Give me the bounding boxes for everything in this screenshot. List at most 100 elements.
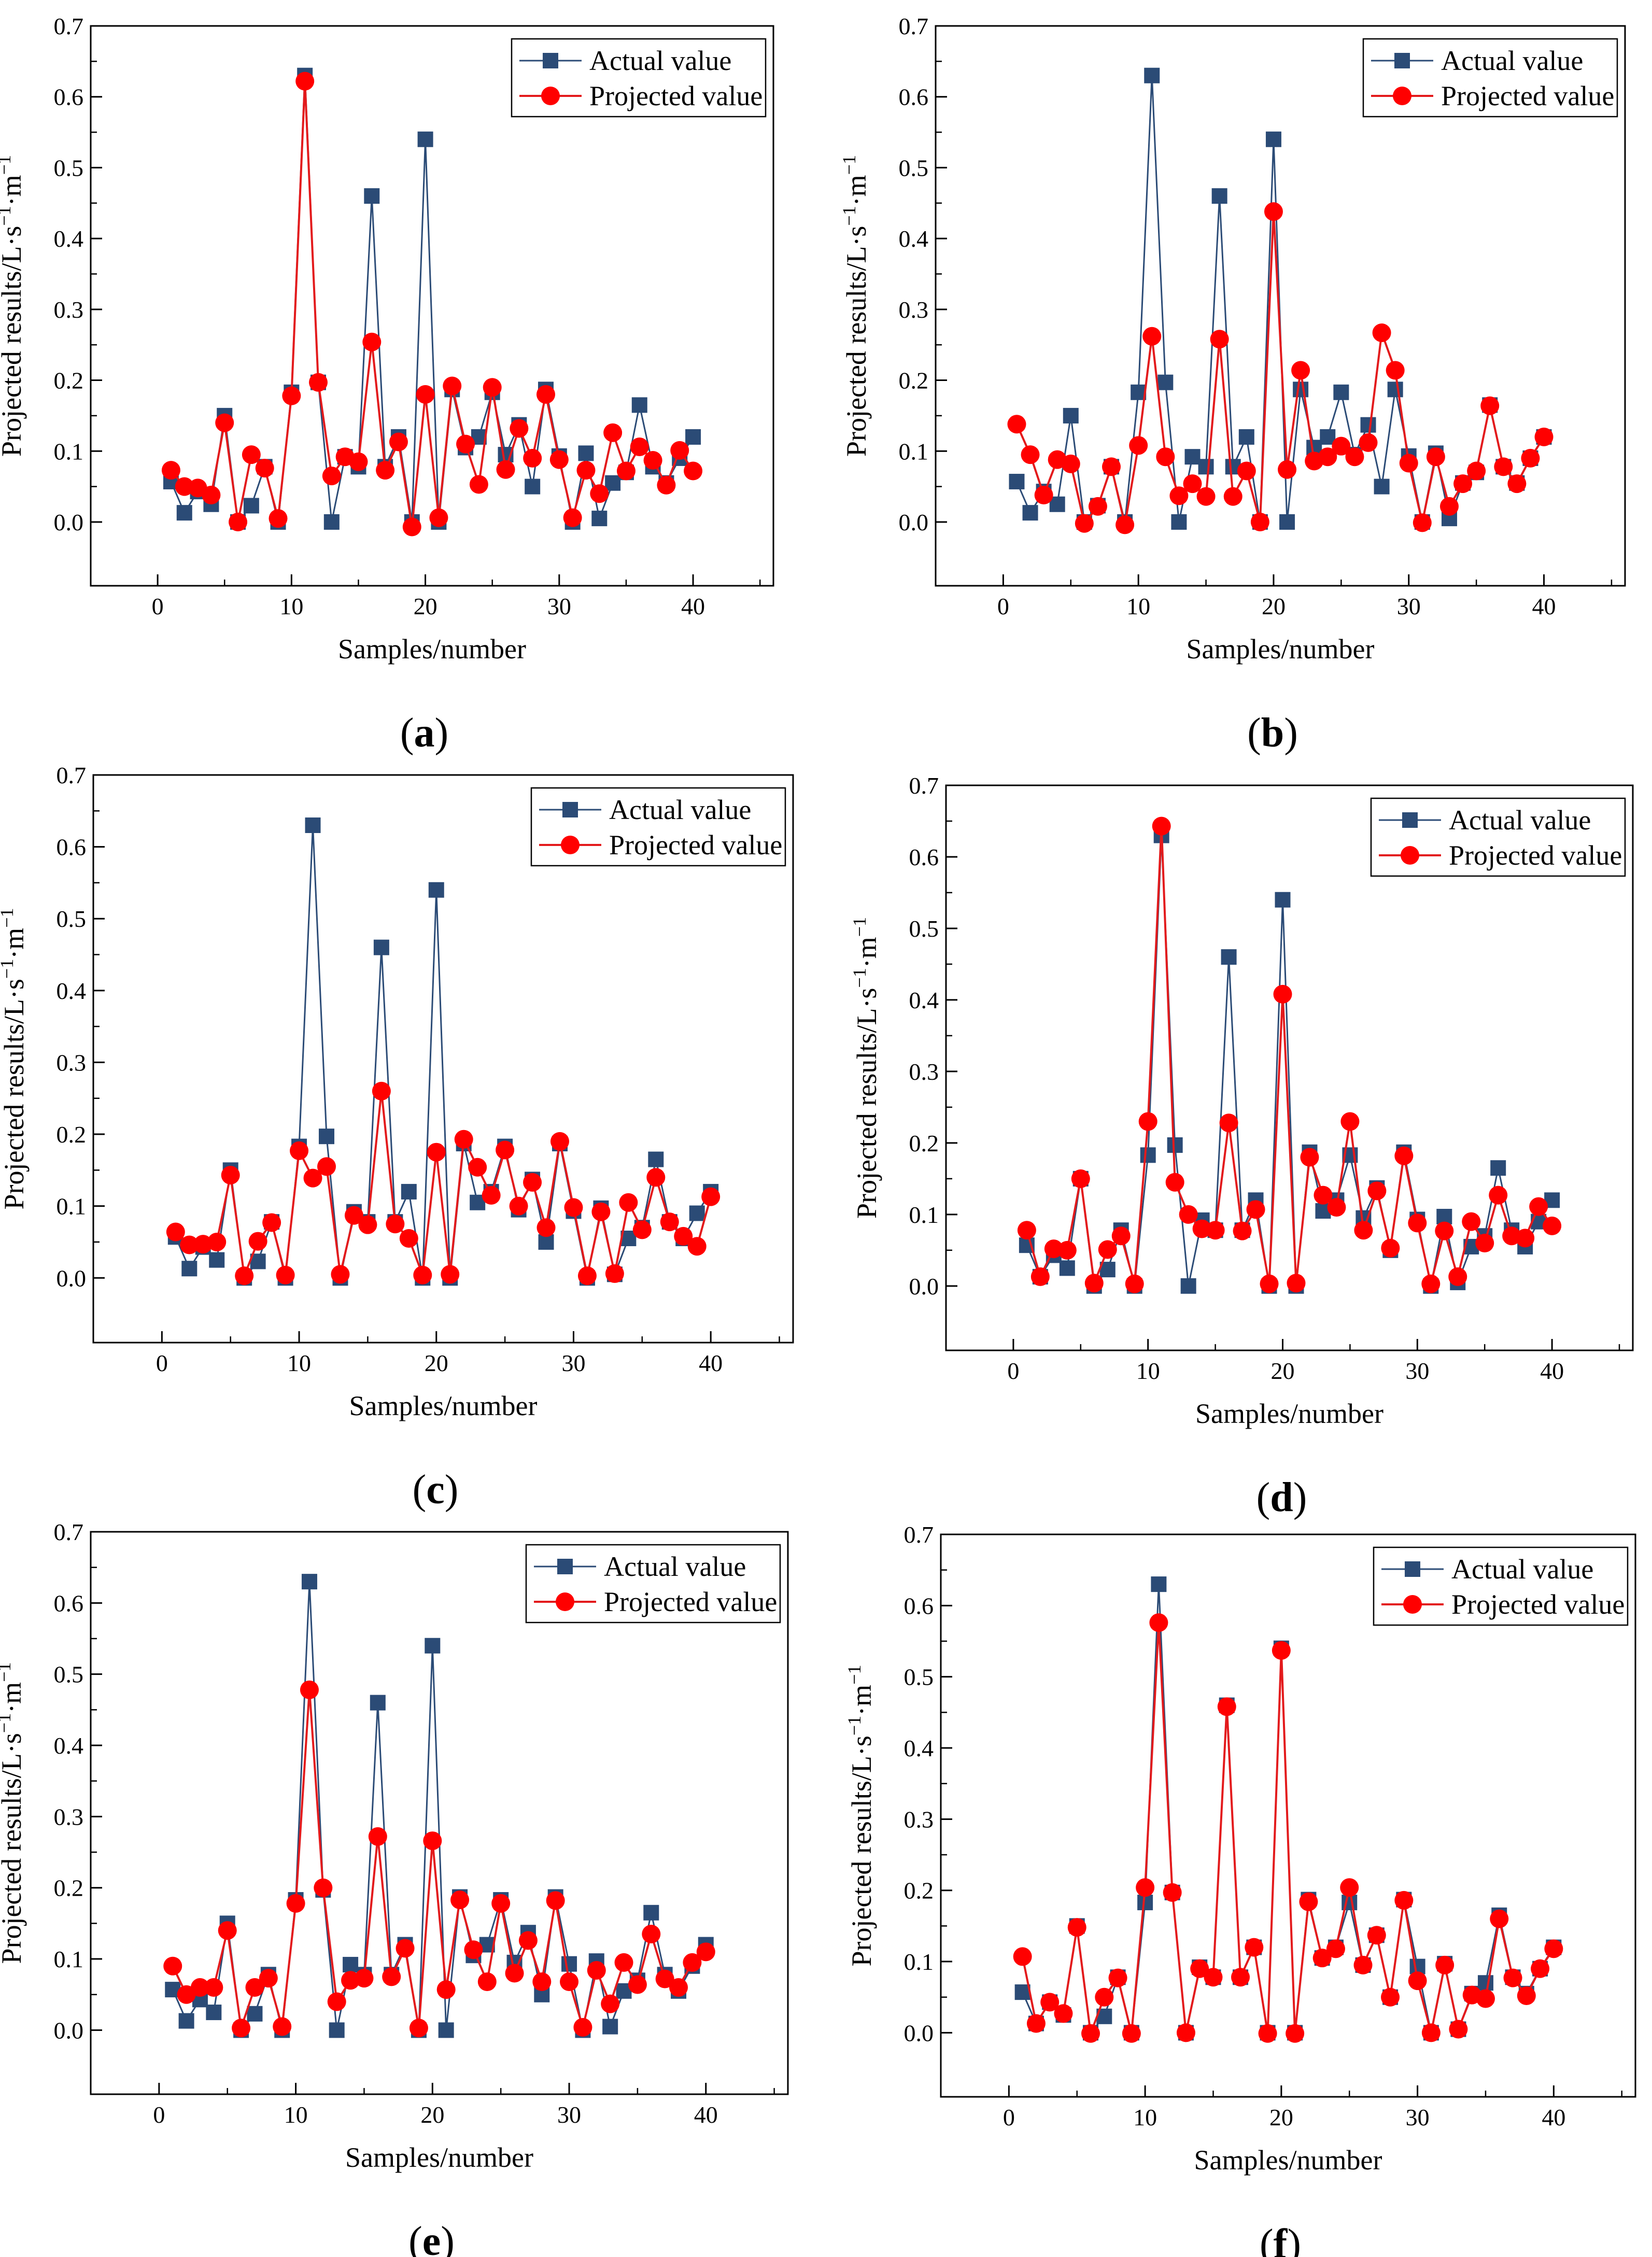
x-tick-label: 0 xyxy=(156,1350,168,1376)
projected-point xyxy=(1529,1197,1548,1216)
y-tick-label: 0.4 xyxy=(54,1732,84,1759)
actual-point xyxy=(1238,429,1254,445)
x-axis-title: Samples/number xyxy=(1194,2145,1382,2176)
projected-point xyxy=(229,512,248,531)
projected-point xyxy=(1149,1613,1168,1632)
y-axis-title-part: −1 xyxy=(849,917,870,937)
projected-point xyxy=(1449,2020,1468,2039)
y-tick-label: 0.1 xyxy=(904,1949,934,1975)
y-tick-label: 0.7 xyxy=(54,13,84,39)
projected-point xyxy=(355,1969,374,1988)
projected-point xyxy=(1494,457,1513,476)
y-axis-title-part: −1 xyxy=(0,155,15,175)
actual-point xyxy=(1374,478,1390,495)
projected-point xyxy=(518,1931,538,1950)
x-tick-label: 0 xyxy=(997,593,1009,619)
projected-point xyxy=(262,1213,281,1232)
projected-point xyxy=(309,373,328,392)
y-tick-label: 0.0 xyxy=(54,2017,84,2043)
actual-point xyxy=(1144,67,1160,83)
actual-point xyxy=(373,939,389,955)
legend-label-projected: Projected value xyxy=(609,829,782,861)
projected-point xyxy=(687,1237,707,1256)
projected-point xyxy=(1503,1968,1522,1987)
projected-point xyxy=(1287,1274,1306,1293)
projected-point xyxy=(450,1891,470,1910)
x-axis-title: Samples/number xyxy=(1195,1398,1383,1429)
projected-point xyxy=(1345,447,1364,467)
projected-point xyxy=(577,1266,597,1286)
projected-point xyxy=(1044,1239,1063,1259)
projected-point xyxy=(1534,427,1554,446)
projected-point xyxy=(207,1232,227,1251)
projected-point xyxy=(331,1265,350,1284)
y-tick-label: 0.6 xyxy=(904,1592,934,1619)
actual-point xyxy=(1171,514,1187,530)
projected-point xyxy=(1517,1986,1536,2005)
actual-point xyxy=(1279,514,1295,530)
legend-marker-actual xyxy=(1402,812,1418,828)
projected-point xyxy=(1204,1968,1223,1987)
projected-point xyxy=(1340,1112,1360,1131)
projected-point xyxy=(242,445,261,464)
y-tick-label: 0.3 xyxy=(54,1803,84,1830)
actual-point xyxy=(1211,188,1227,204)
projected-point xyxy=(1386,361,1405,380)
projected-point xyxy=(573,2018,592,2037)
projected-point xyxy=(1176,2023,1195,2042)
y-tick-label: 0.4 xyxy=(899,225,929,252)
actual-point xyxy=(319,1129,334,1145)
y-axis-title-part: Projected results/L·s xyxy=(0,226,27,457)
x-axis-title: Samples/number xyxy=(338,633,526,665)
y-tick-label: 0.2 xyxy=(54,1875,84,1901)
projected-point xyxy=(469,475,488,494)
projected-point xyxy=(591,1202,611,1221)
legend-label-actual: Actual value xyxy=(1449,805,1591,836)
projected-point xyxy=(1206,1221,1225,1240)
projected-point xyxy=(1030,1267,1050,1286)
series-line-projected xyxy=(1021,1623,1555,2034)
x-tick-label: 20 xyxy=(425,1350,448,1376)
y-tick-label: 0.1 xyxy=(54,438,84,464)
projected-point xyxy=(389,432,408,452)
y-tick-label: 0.7 xyxy=(899,13,929,39)
projected-point xyxy=(1156,447,1175,467)
legend-marker-projected xyxy=(556,1592,574,1611)
projected-point xyxy=(1394,1146,1414,1165)
projected-point xyxy=(300,1680,319,1699)
projected-point xyxy=(1421,2023,1441,2042)
projected-point xyxy=(674,1226,693,1246)
legend-marker-actual xyxy=(557,1559,573,1574)
projected-point xyxy=(1312,1949,1332,1968)
projected-point xyxy=(1543,1216,1562,1235)
projected-point xyxy=(1399,454,1418,473)
y-axis-title-part: −1 xyxy=(844,1716,865,1736)
projected-point xyxy=(1421,1274,1441,1293)
projected-point xyxy=(454,1130,473,1149)
projected-point xyxy=(1192,1219,1211,1238)
x-tick-label: 0 xyxy=(1007,1358,1019,1384)
projected-point xyxy=(1142,327,1162,346)
projected-point xyxy=(646,1168,666,1187)
projected-point xyxy=(1353,1955,1373,1974)
actual-point xyxy=(305,817,321,834)
legend-marker-projected xyxy=(541,87,560,105)
projected-point xyxy=(1531,1959,1550,1978)
projected-point xyxy=(1013,1947,1032,1966)
x-axis-title: Samples/number xyxy=(1187,633,1375,665)
projected-point xyxy=(416,385,435,404)
series-line-projected xyxy=(175,1091,712,1280)
projected-point xyxy=(1408,1971,1427,1991)
y-axis-title-part: ·m xyxy=(841,175,872,206)
projected-point xyxy=(1138,1112,1157,1131)
projected-point xyxy=(630,438,649,457)
y-tick-label: 0.0 xyxy=(57,1265,87,1291)
x-tick-label: 30 xyxy=(557,2101,581,2128)
projected-point xyxy=(163,1956,182,1976)
actual-point xyxy=(689,1205,705,1221)
y-axis-title-part: ·m xyxy=(851,937,882,968)
y-tick-label: 0.2 xyxy=(57,1121,87,1148)
chart-panel-e: 0 10 20 30 40 0.0 0.1 0.2 0.3 0.4 0.5 0.6 0.7 Samples… xyxy=(0,1519,789,2257)
y-axis-title-part: Projected results/L·s xyxy=(0,979,30,1209)
chart-panel-b: 0 10 20 30 40 0.0 0.1 0.2 0.3 0.4 0.5 0.6 0.7 Samples… xyxy=(839,13,1626,756)
